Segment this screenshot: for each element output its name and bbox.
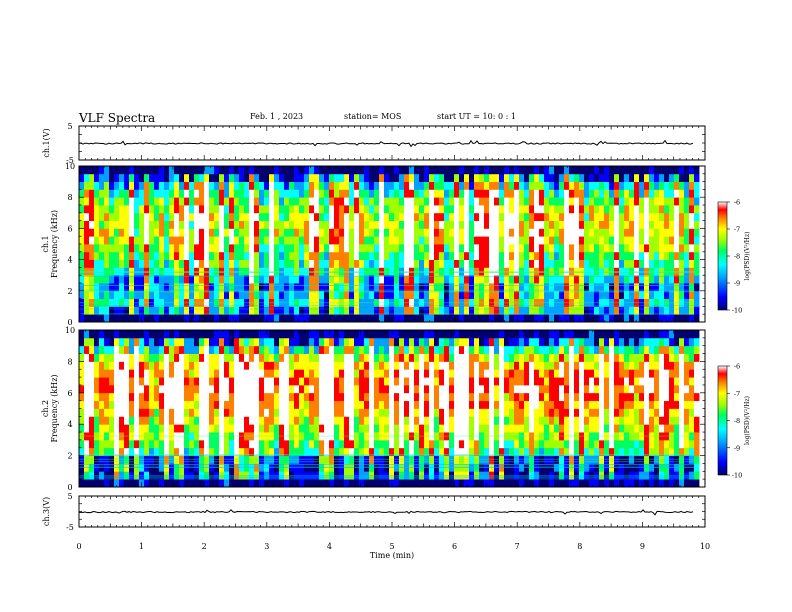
colorbar-tick-label: -9 [734, 280, 740, 288]
x-tick-label: 5 [389, 542, 394, 551]
y-tick-label: 4 [67, 420, 72, 429]
x-tick-label: 0 [76, 542, 81, 551]
channel-label: ch.1 [41, 235, 50, 252]
y-tick-label: 2 [67, 287, 72, 296]
colorbar-tick-label: -8 [734, 253, 740, 261]
y-tick-label: 5 [67, 122, 72, 131]
y-tick-label: 0 [67, 483, 72, 492]
colorbar-tick-label: -7 [734, 390, 740, 398]
y-tick-label: 6 [67, 224, 72, 233]
x-tick-label: 3 [264, 542, 269, 551]
x-tick-label: 7 [515, 542, 520, 551]
y-tick-label: 5 [67, 492, 72, 501]
y-tick-label: 10 [65, 326, 75, 335]
y-tick-label: 8 [67, 357, 72, 366]
station-label: station= MOS [344, 112, 402, 121]
y-tick-label: -5 [66, 523, 74, 532]
x-tick-label: 4 [327, 542, 332, 551]
ch2-spectrogram [79, 330, 700, 488]
x-tick-label: 10 [700, 542, 710, 551]
x-tick-label: 2 [202, 542, 207, 551]
y-axis-label: Frequency (kHz) [50, 374, 59, 442]
ch1-waveform-trace [78, 139, 694, 148]
x-tick-label: 1 [139, 542, 144, 551]
start-time-label: start UT = 10: 0 : 1 [437, 112, 516, 121]
y-tick-label: 0 [67, 318, 72, 327]
colorbar-label: log(PSD)(V²/Hz) [744, 396, 751, 445]
colorbar-tick-label: -6 [734, 199, 740, 207]
ch1-spectrogram [79, 166, 700, 323]
colorbar [717, 201, 728, 311]
y-axis-label: ch.1(V) [42, 128, 51, 157]
x-tick-label: 6 [452, 542, 457, 551]
colorbar-tick-label: -7 [734, 226, 740, 234]
x-axis-label: Time (min) [370, 551, 414, 560]
colorbar [717, 365, 728, 476]
y-tick-label: 10 [65, 162, 75, 171]
colorbar-label: log(PSD)(V²/Hz) [744, 232, 751, 281]
y-tick-label: 4 [67, 256, 72, 265]
colorbar-tick-label: -10 [732, 307, 742, 315]
colorbar-tick-label: -10 [732, 472, 742, 480]
ch3-waveform-trace [78, 509, 694, 516]
colorbar-tick-label: -6 [734, 363, 740, 371]
colorbar-tick-label: -8 [734, 417, 740, 425]
figure-title: VLF Spectra [79, 111, 156, 125]
y-tick-label: 2 [67, 452, 72, 461]
channel-label: ch.2 [41, 400, 50, 417]
x-tick-label: 8 [577, 542, 582, 551]
y-axis-label: Frequency (kHz) [50, 210, 59, 278]
y-tick-label: 8 [67, 193, 72, 202]
date-label: Feb. 1 , 2023 [250, 112, 304, 121]
y-tick-label: -5 [66, 156, 74, 165]
y-tick-label: 6 [67, 389, 72, 398]
colorbar-tick-label: -9 [734, 444, 740, 452]
x-tick-label: 9 [640, 542, 645, 551]
y-axis-label: ch.3(V) [42, 497, 51, 526]
